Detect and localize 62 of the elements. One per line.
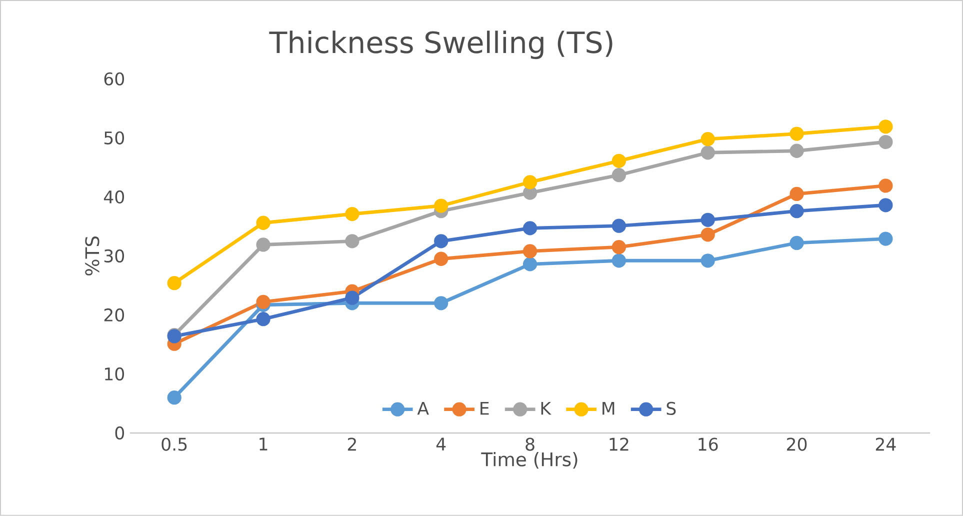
legend-label: A [417,402,429,415]
point [256,238,270,252]
point [434,252,448,266]
point [878,178,893,193]
y-axis-title: %TS [85,236,100,276]
point [345,234,360,248]
point [522,175,538,190]
x-tick-label: 1 [260,438,268,450]
point [878,232,893,246]
point [167,390,182,405]
point [700,228,715,242]
point [434,234,448,248]
point [434,296,448,310]
point [612,154,626,168]
point [434,198,448,213]
legend-label: K [541,402,552,415]
point [167,276,182,290]
y-tick-label: 60 [104,72,124,86]
point [700,146,715,160]
legend-label: S [666,402,676,416]
point [522,257,538,272]
chart-title: Thickness Swelling (TS) [269,30,612,60]
point [790,126,804,141]
point [522,221,538,236]
y-tick-label: 40 [104,190,124,204]
y-tick-label: 20 [104,308,124,322]
point [790,186,804,202]
x-axis-title: Time (Hrs) [481,452,578,469]
point [522,244,538,258]
x-tick-label: 4 [436,438,446,450]
point [878,198,893,212]
point [256,294,270,310]
point [790,144,804,158]
y-tick-label: 30 [104,249,124,263]
x-tick-label: 24 [876,438,896,451]
x-tick-label: 0.5 [162,438,187,451]
legend-label: M [602,402,614,415]
x-tick-label: 12 [610,438,628,451]
legend-label: E [480,402,489,415]
x-tick-label: 16 [698,438,718,451]
point [790,236,804,250]
y-tick-label: 0 [115,426,124,440]
point [256,312,270,326]
point [878,135,893,150]
point [612,168,626,182]
point [790,204,804,218]
point [700,254,715,268]
x-tick-label: 8 [526,438,534,451]
point [700,132,715,146]
y-tick-label: 50 [104,131,124,145]
point [612,240,626,254]
point [612,254,626,268]
point [256,216,270,230]
point [878,120,893,134]
point [345,207,360,222]
point [345,290,360,305]
x-tick-label: 20 [787,438,807,451]
point [612,218,626,233]
y-tick-label: 10 [105,367,124,381]
x-tick-label: 2 [348,438,356,451]
point [700,212,715,228]
point [522,186,538,200]
